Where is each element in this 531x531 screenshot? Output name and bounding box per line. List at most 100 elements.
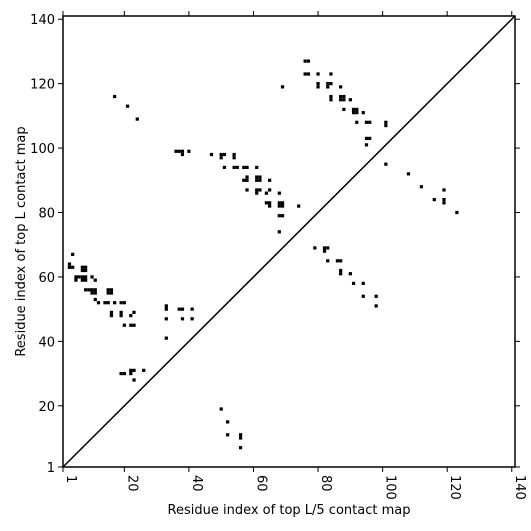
contact-point: [277, 230, 281, 234]
contact-point: [180, 317, 185, 321]
contact-point: [339, 85, 343, 89]
contact-point: [129, 368, 133, 372]
contact-point: [83, 268, 88, 273]
contact-point: [219, 407, 223, 411]
contact-point: [71, 265, 75, 269]
x-tick-label: 20: [124, 475, 139, 492]
contact-point: [238, 446, 243, 450]
contact-point: [342, 94, 346, 99]
contact-point: [226, 433, 230, 437]
contact-point: [238, 433, 243, 437]
contact-point: [277, 204, 281, 208]
contact-point: [432, 198, 436, 202]
contact-point: [406, 172, 411, 176]
contact-point: [83, 288, 88, 292]
contact-point: [339, 259, 343, 263]
contact-point: [264, 191, 269, 195]
contact-point: [226, 420, 230, 424]
contact-point: [280, 85, 285, 89]
contact-point: [339, 98, 343, 102]
contact-point: [222, 165, 227, 170]
contact-point: [177, 307, 181, 311]
contact-point: [351, 281, 356, 285]
contact-point: [361, 294, 365, 298]
contact-point: [164, 307, 168, 311]
contact-point: [180, 152, 185, 157]
contact-point: [255, 165, 259, 170]
contact-point: [384, 162, 388, 166]
contact-point: [342, 98, 346, 102]
contact-point: [74, 278, 78, 282]
x-tick-label: 80: [318, 475, 333, 492]
contact-point: [442, 188, 446, 192]
contact-point: [268, 188, 272, 192]
data-points: [67, 59, 459, 450]
contact-point: [277, 191, 281, 195]
contact-point: [306, 72, 310, 76]
contact-point: [355, 111, 359, 115]
contact-point: [129, 371, 133, 376]
contact-point: [245, 165, 249, 170]
contact-point: [351, 111, 356, 115]
contact-point: [71, 252, 75, 256]
contact-point: [80, 268, 84, 273]
contact-point: [303, 72, 307, 76]
contact-point: [326, 82, 330, 86]
contact-point: [132, 323, 136, 327]
contact-point: [268, 201, 272, 205]
contact-point: [280, 204, 285, 208]
contact-point: [297, 204, 301, 208]
contact-point: [255, 178, 259, 182]
contact-point: [313, 246, 317, 250]
contact-point: [109, 313, 114, 318]
contact-point: [93, 297, 97, 302]
contact-point: [316, 82, 320, 86]
contact-point: [90, 291, 94, 295]
contact-point: [316, 85, 320, 89]
contact-point: [119, 313, 123, 318]
x-axis-title: Residue index of top L/5 contact map: [168, 503, 411, 518]
contact-point: [103, 301, 107, 305]
contact-point: [268, 204, 272, 208]
contact-point: [258, 188, 262, 192]
contact-point: [83, 275, 88, 279]
y-tick-label: 40: [38, 335, 55, 350]
contact-point: [355, 120, 359, 124]
contact-point: [109, 291, 114, 295]
contact-point: [442, 198, 446, 202]
contact-point: [342, 107, 346, 112]
contact-point: [93, 288, 97, 292]
contact-point: [384, 120, 388, 124]
contact-point: [135, 117, 139, 121]
contact-point: [361, 281, 365, 285]
contact-point: [119, 371, 123, 376]
contact-point: [125, 104, 130, 108]
contact-point: [232, 152, 236, 157]
contact-point: [364, 143, 369, 147]
contact-point: [355, 107, 359, 112]
contact-point: [190, 307, 194, 311]
contact-point: [374, 294, 378, 298]
contact-point: [264, 201, 269, 205]
contact-point: [90, 288, 94, 292]
contact-point: [329, 82, 333, 86]
contact-point: [306, 59, 310, 63]
contact-point: [87, 288, 91, 292]
contact-point: [142, 368, 146, 372]
contact-point: [132, 310, 136, 314]
contact-point: [280, 201, 285, 205]
contact-point: [67, 262, 72, 266]
contact-point: [238, 436, 243, 440]
contact-point: [455, 210, 459, 215]
contact-point: [219, 152, 223, 157]
x-tick-label: 140: [512, 475, 527, 500]
contact-point: [119, 301, 123, 305]
contact-point: [322, 246, 327, 250]
contact-point: [106, 291, 110, 295]
y-tick-label: 80: [38, 207, 55, 222]
contact-point: [339, 94, 343, 99]
contact-point: [280, 214, 285, 218]
contact-point: [122, 323, 126, 327]
contact-point: [96, 301, 101, 305]
